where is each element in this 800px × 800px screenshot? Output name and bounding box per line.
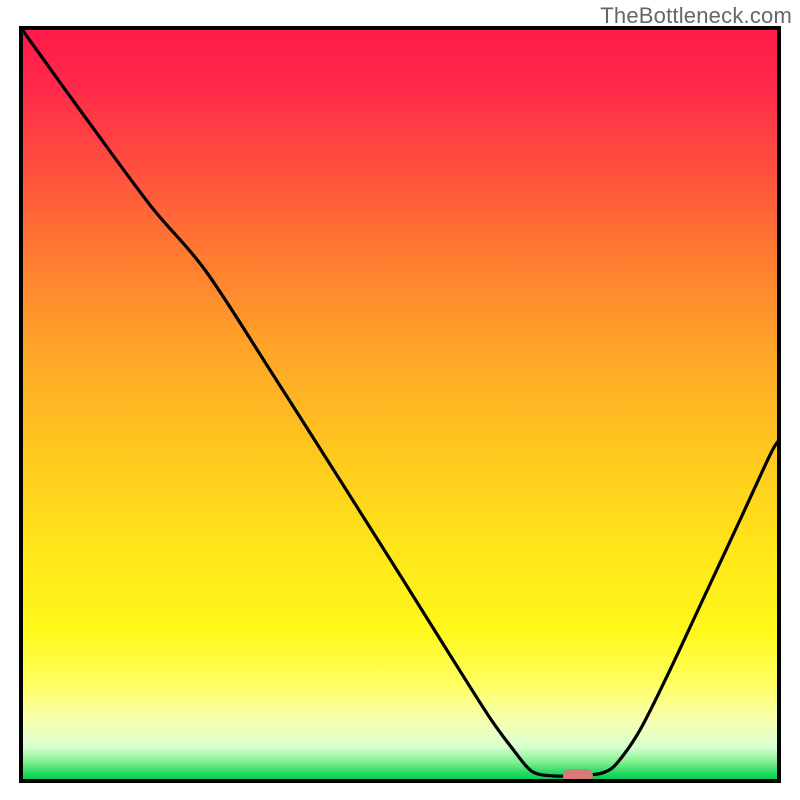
watermark-text: TheBottleneck.com	[600, 3, 792, 29]
bottleneck-chart	[0, 0, 800, 800]
chart-container: TheBottleneck.com	[0, 0, 800, 800]
plot-background	[21, 28, 779, 781]
